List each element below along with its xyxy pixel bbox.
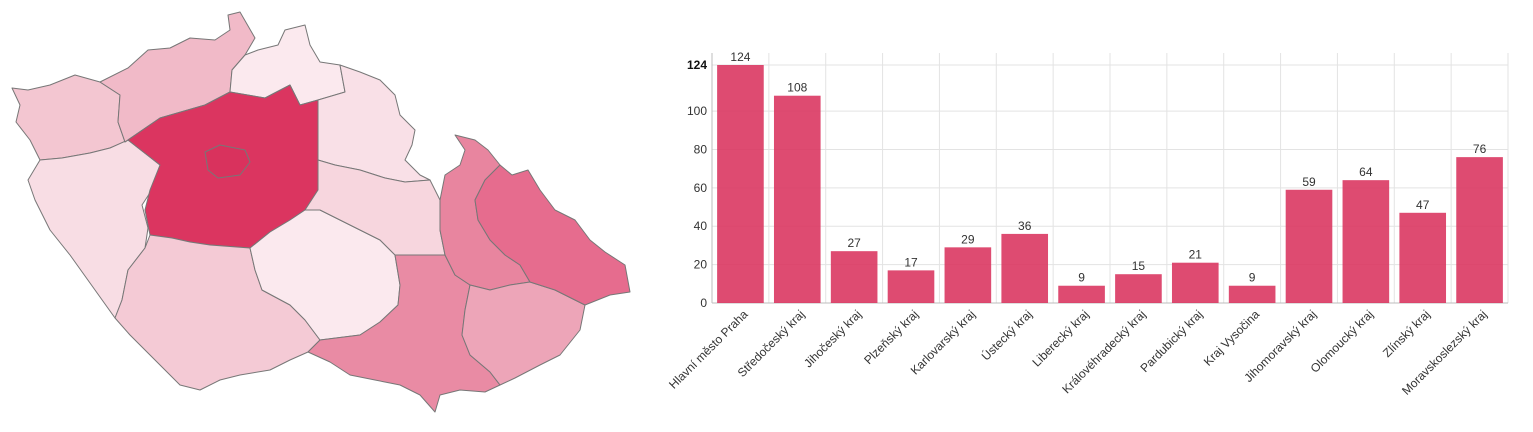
- bar-value-label: 29: [961, 232, 975, 246]
- bar[interactable]: Plzeňský kraj: 17: [887, 270, 935, 303]
- bar-value-label: 124: [730, 50, 750, 64]
- bar[interactable]: Jihočeský kraj: 27: [830, 251, 878, 303]
- x-category-label: Hlavní město Praha: [666, 307, 751, 392]
- choropleth-map: Karlovarský kraj: 29 Plzeňský kraj: 17 Ú…: [0, 0, 650, 432]
- region-moravskoslezsky[interactable]: Moravskoslezský kraj: 76: [474, 164, 631, 306]
- bar[interactable]: Středočeský kraj: 108: [773, 95, 821, 303]
- x-category-label: Jihočeský kraj: [801, 307, 864, 370]
- region-zlinsky[interactable]: Zlínský kraj: 47: [461, 281, 586, 386]
- bar[interactable]: Pardubický kraj: 21: [1171, 262, 1219, 303]
- bar[interactable]: Hlavní město Praha: 124: [717, 65, 764, 303]
- bar-value-label: 9: [1249, 271, 1256, 285]
- bar[interactable]: Olomoucký kraj: 64: [1342, 180, 1390, 303]
- bar[interactable]: Moravskoslezský kraj: 76: [1456, 157, 1503, 303]
- bar-value-label: 9: [1078, 271, 1085, 285]
- y-tick-label: 100: [687, 104, 707, 118]
- bar-value-label: 17: [904, 255, 918, 269]
- map-canvas: Karlovarský kraj: 29 Plzeňský kraj: 17 Ú…: [11, 11, 631, 413]
- y-tick-label: 60: [694, 181, 708, 195]
- y-tick-label: 20: [694, 258, 708, 272]
- bar-value-label: 108: [787, 81, 807, 95]
- y-tick-label: 80: [694, 142, 708, 156]
- bar-value-label: 27: [847, 236, 861, 250]
- x-category-label: Ústecký kraj: [978, 307, 1035, 364]
- bar-value-label: 64: [1359, 165, 1373, 179]
- bar[interactable]: Karlovarský kraj: 29: [944, 247, 992, 303]
- y-tick-label: 40: [694, 219, 708, 233]
- x-category-label: Kraj Vysočina: [1201, 307, 1263, 369]
- bar-value-label: 21: [1189, 248, 1203, 262]
- bar-chart: 020406080100124Hlavní město Praha: 12412…: [650, 0, 1533, 432]
- bar[interactable]: Královéhradecký kraj: 15: [1115, 274, 1162, 303]
- x-category-label: Zlínský kraj: [1380, 307, 1433, 360]
- x-category-label: Liberecký kraj: [1029, 307, 1091, 369]
- bar[interactable]: Liberecký kraj: 9: [1058, 285, 1105, 303]
- bar[interactable]: Zlínský kraj: 47: [1399, 212, 1447, 303]
- y-tick-label: 124: [687, 58, 707, 72]
- bar-value-label: 76: [1473, 142, 1487, 156]
- bar-value-label: 36: [1018, 219, 1032, 233]
- x-category-label: Plzeňský kraj: [861, 307, 921, 367]
- bar-value-label: 15: [1132, 259, 1146, 273]
- bar[interactable]: Jihomoravský kraj: 59: [1285, 189, 1333, 303]
- region-praha[interactable]: Hlavní město Praha: 124: [204, 144, 251, 179]
- bar-value-label: 59: [1302, 175, 1316, 189]
- bar[interactable]: Kraj Vysočina: 9: [1228, 285, 1276, 303]
- bar[interactable]: Ústecký kraj: 36: [1001, 233, 1049, 303]
- bar-value-label: 47: [1416, 198, 1430, 212]
- y-tick-label: 0: [700, 296, 707, 310]
- bar-chart-canvas: 020406080100124Hlavní město Praha: 12412…: [666, 50, 1509, 398]
